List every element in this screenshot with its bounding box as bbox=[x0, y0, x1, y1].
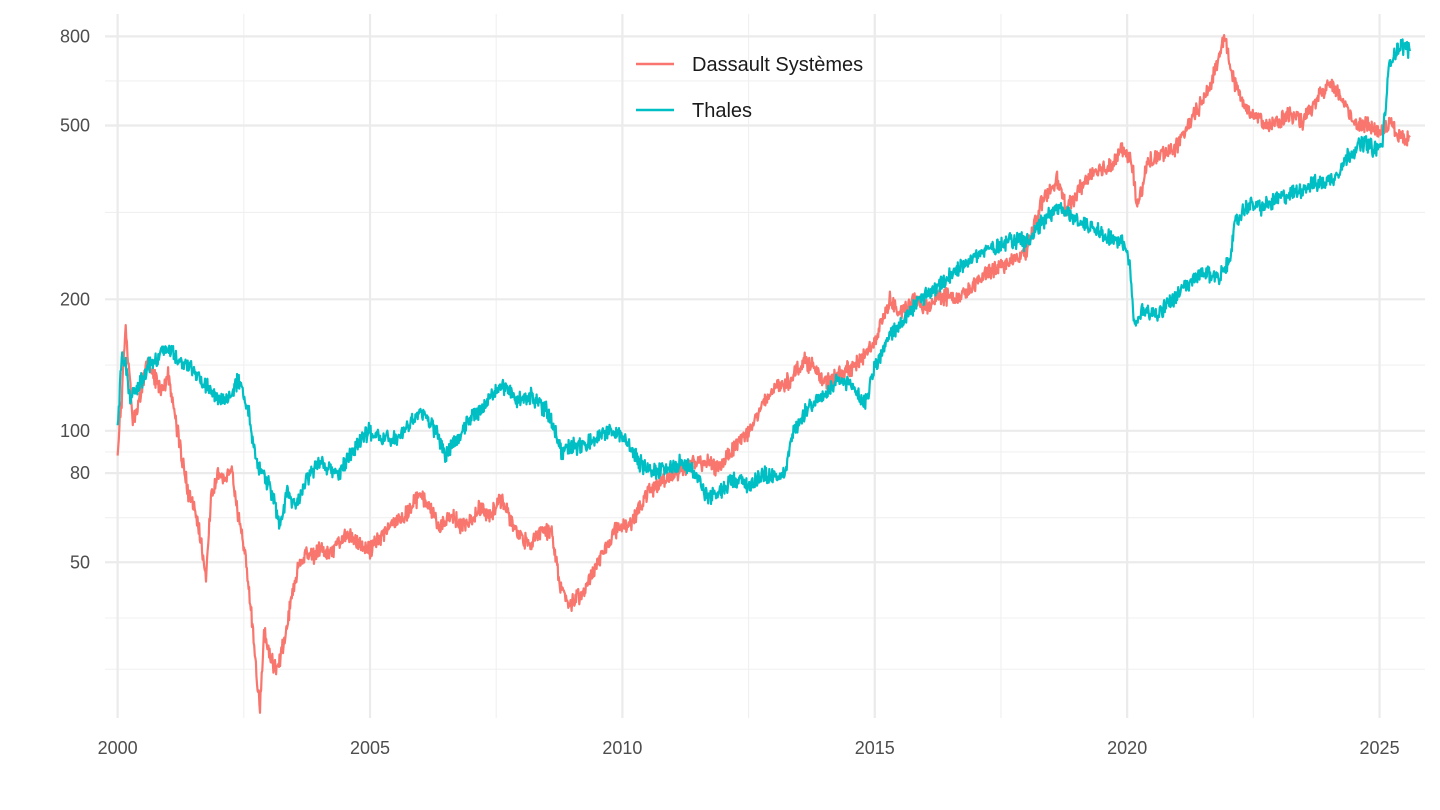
y-tick-label: 80 bbox=[70, 463, 90, 483]
x-tick-label: 2015 bbox=[855, 738, 895, 758]
x-tick-label: 2010 bbox=[602, 738, 642, 758]
x-tick-label: 2005 bbox=[350, 738, 390, 758]
x-tick-label: 2025 bbox=[1360, 738, 1400, 758]
x-tick-label: 2000 bbox=[98, 738, 138, 758]
legend-label: Thales bbox=[692, 100, 752, 122]
legend: Dassault Systèmes Thales bbox=[636, 54, 863, 122]
series-layer bbox=[116, 34, 1411, 714]
major-gridlines bbox=[105, 14, 1425, 718]
y-tick-label: 500 bbox=[60, 115, 90, 135]
y-tick-label: 200 bbox=[60, 289, 90, 309]
x-axis-tick-labels: 2000 2005 2010 2015 2020 2025 bbox=[98, 738, 1400, 758]
y-axis-tick-labels: 50 80 100 200 500 800 bbox=[60, 26, 90, 572]
y-tick-label: 50 bbox=[70, 552, 90, 572]
series-line-dassault-systemes bbox=[116, 34, 1411, 714]
y-tick-label: 100 bbox=[60, 421, 90, 441]
series-line-thales bbox=[116, 38, 1411, 530]
y-tick-label: 800 bbox=[60, 26, 90, 46]
minor-gridlines bbox=[105, 14, 1425, 718]
x-tick-label: 2020 bbox=[1107, 738, 1147, 758]
legend-label: Dassault Systèmes bbox=[692, 54, 863, 76]
